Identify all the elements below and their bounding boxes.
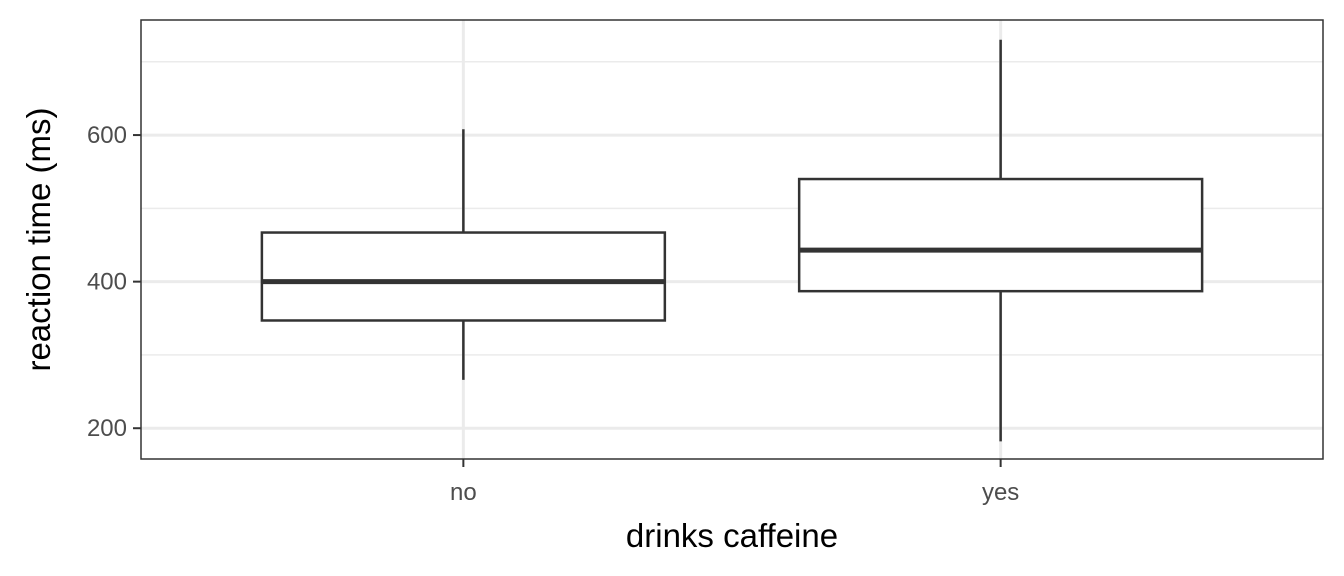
x-tick-label: yes [982, 479, 1019, 506]
box-yes [797, 39, 1204, 442]
boxes [260, 39, 1204, 442]
y-axis: 200 400 600 [87, 122, 141, 442]
box-iqr [797, 177, 1204, 293]
x-axis: no yes [450, 459, 1019, 506]
panel-border [140, 19, 1324, 460]
x-tick-label: no [450, 479, 477, 506]
y-tick-label: 600 [87, 122, 127, 149]
y-axis-title: reaction time (ms) [20, 107, 57, 371]
box-no [260, 129, 667, 380]
y-tick-label: 200 [87, 415, 127, 442]
y-tick-label: 400 [87, 269, 127, 296]
box-iqr [260, 231, 667, 322]
x-axis-title: drinks caffeine [626, 517, 838, 554]
